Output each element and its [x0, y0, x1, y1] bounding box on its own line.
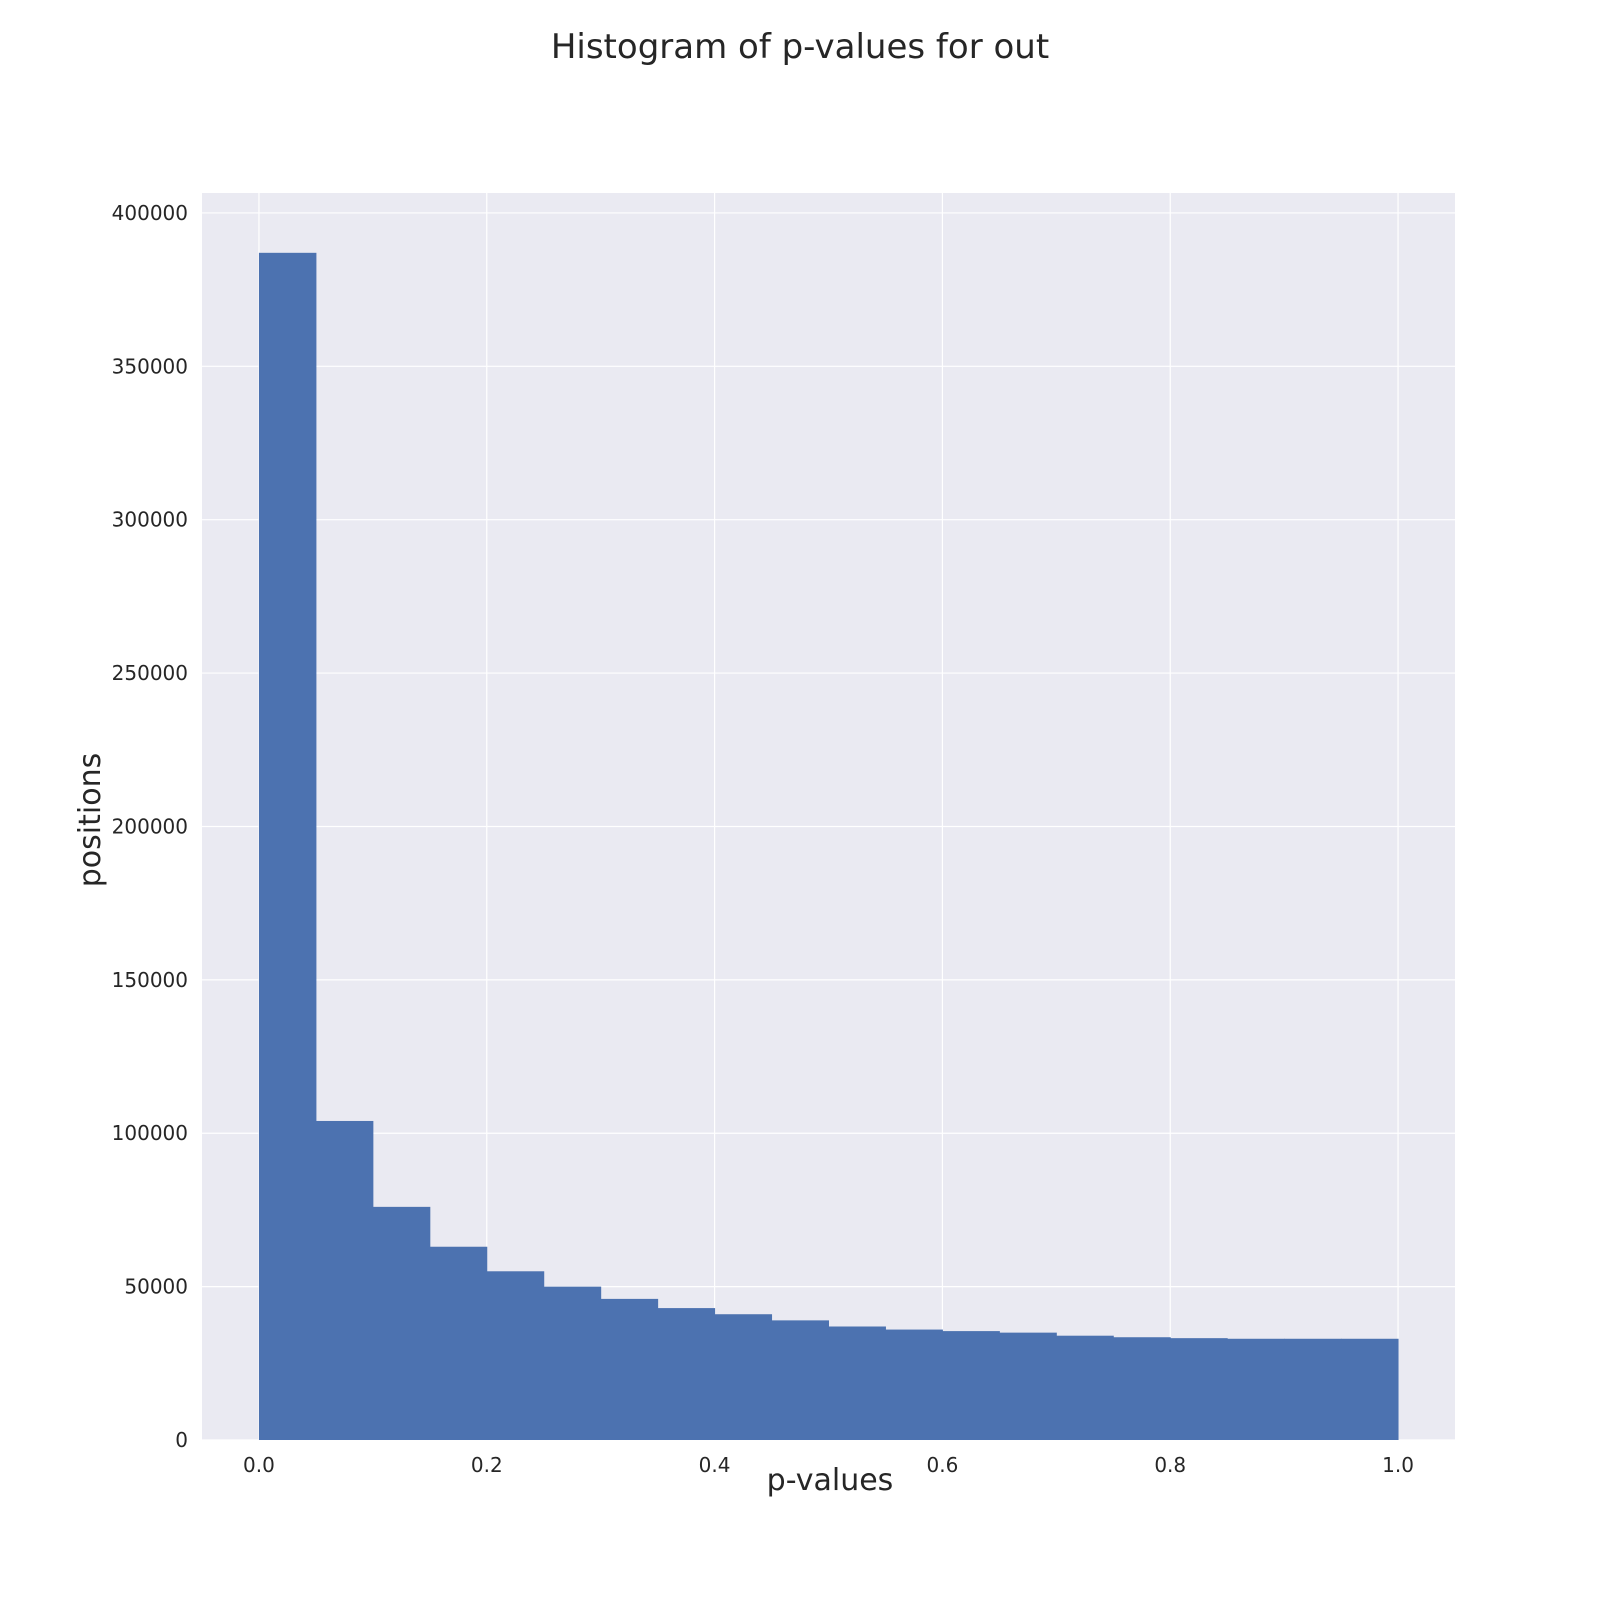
x-tick-label: 0.4	[699, 1453, 731, 1477]
y-tick-label: 400000	[112, 201, 188, 225]
histogram-bar	[1227, 1338, 1285, 1440]
x-axis-label: p-values	[767, 1463, 894, 1498]
y-axis-label: positions	[73, 753, 108, 887]
y-axis-ticks: 0 50000 100000 150000 200000 250000 300000 3500…	[112, 201, 188, 1452]
histogram-bar	[1284, 1338, 1342, 1440]
histogram-bar	[828, 1326, 886, 1440]
histogram-bar	[543, 1286, 602, 1440]
y-tick-label: 100000	[112, 1121, 188, 1145]
histogram-bar	[429, 1246, 488, 1440]
histogram-bar	[1056, 1335, 1114, 1440]
x-tick-label: 0.0	[243, 1453, 275, 1477]
histogram-bar	[942, 1331, 1000, 1440]
histogram-bars	[258, 252, 1399, 1440]
chart-title: Histogram of p-values for out	[551, 27, 1049, 67]
y-tick-label: 150000	[112, 968, 188, 992]
histogram-bar	[1170, 1338, 1228, 1440]
histogram-bar	[486, 1271, 545, 1440]
x-tick-label: 0.6	[927, 1453, 959, 1477]
x-tick-label: 0.2	[471, 1453, 503, 1477]
y-tick-label: 50000	[124, 1275, 188, 1299]
histogram-bar	[315, 1120, 374, 1440]
x-tick-label: 0.8	[1154, 1453, 1186, 1477]
y-tick-label: 250000	[112, 661, 188, 685]
histogram-bar	[771, 1320, 829, 1440]
histogram-bar	[372, 1206, 431, 1440]
histogram-bar	[657, 1308, 716, 1440]
y-tick-label: 350000	[112, 354, 188, 378]
y-tick-label: 0	[175, 1428, 188, 1452]
histogram-bar	[1341, 1338, 1399, 1440]
histogram-bar	[885, 1329, 943, 1440]
x-axis-ticks: 0.0 0.2 0.4 0.6 0.8 1.0	[243, 1453, 1414, 1477]
histogram-bar	[258, 252, 317, 1440]
y-tick-label: 200000	[112, 814, 188, 838]
histogram-bar	[999, 1332, 1057, 1440]
histogram-bar	[714, 1314, 773, 1440]
histogram-bar	[600, 1298, 659, 1440]
y-tick-label: 300000	[112, 508, 188, 532]
histogram-bar	[1113, 1337, 1171, 1440]
x-tick-label: 1.0	[1382, 1453, 1414, 1477]
